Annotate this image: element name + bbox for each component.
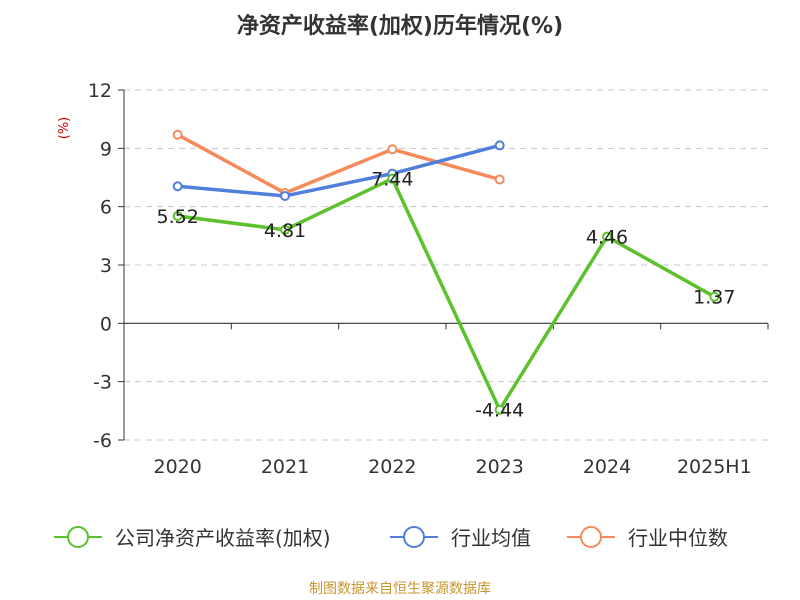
data-point — [387, 173, 398, 184]
series-line-0 — [177, 176, 716, 412]
data-point — [280, 224, 290, 235]
data-source-note: 制图数据来自恒生聚源数据库 — [309, 581, 491, 597]
y-tick-label: 3 — [100, 255, 112, 277]
data-point — [602, 231, 612, 242]
x-tick-label: 2020 — [153, 456, 201, 478]
legend-label: 行业均值 — [451, 526, 531, 550]
y-tick-label: 6 — [100, 197, 112, 219]
data-point — [172, 129, 183, 140]
series-line-2 — [176, 133, 501, 195]
data-label: 1.37 — [693, 287, 735, 309]
data-point — [172, 211, 183, 221]
data-point — [494, 174, 505, 185]
data-label: -4.44 — [475, 400, 524, 422]
y-axis-label: (%) — [57, 117, 72, 140]
legend-marker — [67, 526, 89, 548]
data-label: 4.81 — [264, 220, 306, 242]
data-point — [387, 144, 398, 155]
legend-marker — [580, 526, 602, 548]
data-point — [494, 140, 505, 151]
axes: 12 9 6 3 0 -3 -6 2020 2021 2022 2023 2024 2025H1 — [88, 80, 769, 478]
grid-lines — [124, 89, 768, 441]
data-label: 5.52 — [157, 206, 199, 228]
y-tick-label: 12 — [88, 80, 112, 102]
legend-label: 行业中位数 — [628, 526, 728, 550]
legend-marker — [403, 526, 425, 548]
x-tick-label: 2025H1 — [677, 456, 752, 478]
series-line-1 — [177, 143, 501, 198]
data-point — [280, 190, 290, 201]
data-point — [709, 291, 720, 302]
x-tick-label: 2023 — [475, 456, 523, 478]
y-tick-label: -3 — [93, 372, 112, 394]
y-tick-label: 0 — [100, 313, 112, 335]
legend: 公司净资产收益率(加权) 行业均值 行业中位数 — [54, 526, 728, 550]
data-label: 7.44 — [371, 169, 413, 191]
data-point — [172, 181, 183, 192]
x-tick-label: 2024 — [583, 456, 631, 478]
chart-title: 净资产收益率(加权)历年情况(%) — [237, 13, 563, 39]
legend-label: 公司净资产收益率(加权) — [115, 526, 331, 550]
x-tick-label: 2021 — [261, 456, 309, 478]
series-lines — [172, 129, 720, 415]
data-point — [494, 404, 505, 415]
data-labels: 5.52 4.81 7.44 -4.44 4.46 1.37 — [157, 169, 736, 422]
y-tick-label: -6 — [93, 430, 112, 452]
data-label: 4.46 — [586, 227, 628, 249]
x-tick-label: 2022 — [368, 456, 416, 478]
y-tick-label: 9 — [100, 138, 112, 160]
